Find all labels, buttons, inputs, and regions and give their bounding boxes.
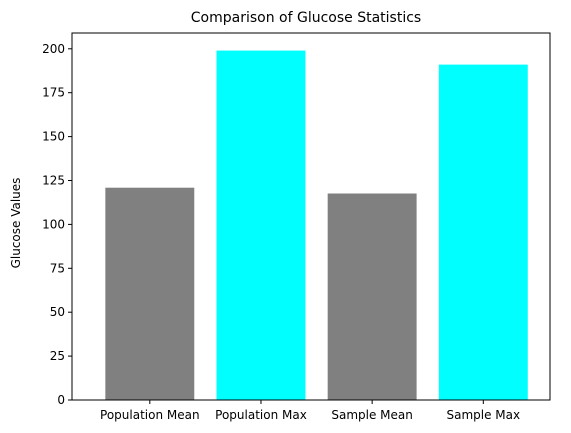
chart-title: Comparison of Glucose Statistics [191,10,421,26]
bar-population-max [216,50,306,400]
x-tick-label: Population Mean [100,408,200,422]
bar-sample-max [438,64,528,400]
y-tick-label: 125 [42,174,65,188]
y-tick-label: 0 [57,393,65,407]
y-tick-label: 175 [42,86,65,100]
bars-group [105,50,528,400]
plot-frame [71,32,551,401]
x-tick-label: Sample Max [446,408,520,422]
bar-sample-mean [327,193,417,400]
y-tick-label: 200 [42,42,65,56]
x-tick-label: Sample Mean [331,408,413,422]
y-tick-label: 150 [42,130,65,144]
y-tick-label: 50 [50,305,65,319]
y-tick-label: 25 [50,349,65,363]
y-tick-label: 100 [42,217,65,231]
bar-population-mean [105,187,195,400]
x-tick-label: Population Max [215,408,307,422]
y-ticks-group: 0 25 50 75 100 125 150 175 200 [42,42,72,407]
x-ticks-group: Population Mean Population Max Sample Mean… [100,400,520,422]
y-axis-label: Glucose Values [9,178,23,269]
y-tick-label: 75 [50,261,65,275]
